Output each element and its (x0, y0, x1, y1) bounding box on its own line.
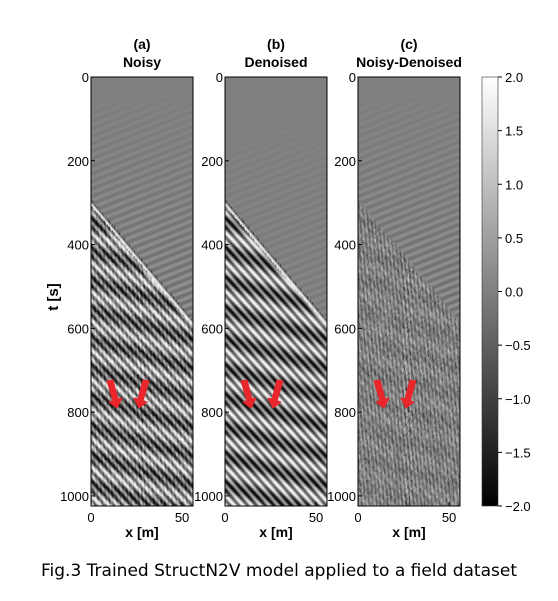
figure-caption: Fig.3 Trained StructN2V model applied to… (40, 561, 517, 581)
y-axis-label: t [s] (45, 283, 62, 311)
red-arrow-right (133, 379, 150, 409)
panel-letter: (c) (400, 36, 417, 52)
red-arrow-right (267, 379, 284, 409)
x-tick-label: 0 (221, 510, 228, 525)
x-tick-label: 0 (87, 510, 94, 525)
y-tick-label: 600 (201, 321, 223, 336)
colorbar-tick-label: −1.5 (505, 445, 531, 460)
x-tick-label: 50 (175, 510, 189, 525)
panel-image (358, 77, 460, 506)
x-tick-label: 50 (309, 510, 323, 525)
panel-0: (a) Noisy 0 200 400 600 800 1000 0 50 x [m] (60, 36, 194, 540)
panels: (a) Noisy 0 200 400 600 800 1000 0 50 x [m] (b) Deno… (60, 36, 462, 540)
y-tick-label: 1000 (327, 489, 356, 504)
panel-title: Noisy (123, 54, 161, 70)
panel-frame (224, 76, 328, 507)
red-arrow-left (106, 379, 123, 409)
x-axis-label: x [m] (392, 524, 425, 540)
colorbar: 2.0 1.5 1.0 0.5 0.0 −0.5 −1.0 −1.5 −2.0 (481, 70, 531, 514)
y-tick-label: 0 (216, 70, 223, 85)
panel-letter: (a) (133, 36, 150, 52)
panel-letter: (b) (267, 36, 285, 52)
colorbar-tick-label: 1.5 (505, 124, 523, 139)
panel-frame (357, 76, 461, 507)
y-tick-label: 600 (67, 321, 89, 336)
colorbar-tick-label: 2.0 (505, 70, 523, 85)
panel-title: Denoised (244, 54, 307, 70)
panel-title: Noisy-Denoised (356, 54, 462, 70)
x-tick-label: 50 (442, 510, 456, 525)
panel-frame (90, 76, 194, 507)
panel-image (225, 77, 327, 506)
y-tick-label: 0 (82, 70, 89, 85)
y-tick-label: 400 (67, 238, 89, 253)
y-tick-label: 600 (334, 321, 356, 336)
y-tick-label: 1000 (60, 489, 89, 504)
y-tick-label: 800 (67, 405, 89, 420)
colorbar-tick-label: 1.0 (505, 177, 523, 192)
x-axis-label: x [m] (125, 524, 158, 540)
x-axis-label: x [m] (259, 524, 292, 540)
red-arrow-right (400, 379, 417, 409)
y-tick-label: 400 (334, 238, 356, 253)
colorbar-tick-label: −1.0 (505, 392, 531, 407)
colorbar-tick-label: 0.5 (505, 231, 523, 246)
colorbar-gradient (481, 76, 499, 507)
y-tick-label: 400 (201, 238, 223, 253)
colorbar-tick-label: 0.0 (505, 285, 523, 300)
panel-1: (b) Denoised 0 200 400 600 800 1000 0 50 x [m] (194, 36, 328, 540)
y-tick-label: 200 (334, 154, 356, 169)
colorbar-tick-label: −0.5 (505, 338, 531, 353)
y-tick-label: 800 (201, 405, 223, 420)
red-arrow-left (240, 379, 257, 409)
y-tick-label: 1000 (194, 489, 223, 504)
y-tick-label: 200 (201, 154, 223, 169)
x-tick-label: 0 (354, 510, 361, 525)
panel-image (91, 77, 193, 506)
red-arrow-left (373, 379, 390, 409)
y-tick-label: 800 (334, 405, 356, 420)
colorbar-ticks: 2.0 1.5 1.0 0.5 0.0 −0.5 −1.0 −1.5 −2.0 (498, 70, 531, 514)
y-tick-label: 0 (349, 70, 356, 85)
y-tick-label: 200 (67, 154, 89, 169)
colorbar-tick-label: −2.0 (505, 499, 531, 514)
